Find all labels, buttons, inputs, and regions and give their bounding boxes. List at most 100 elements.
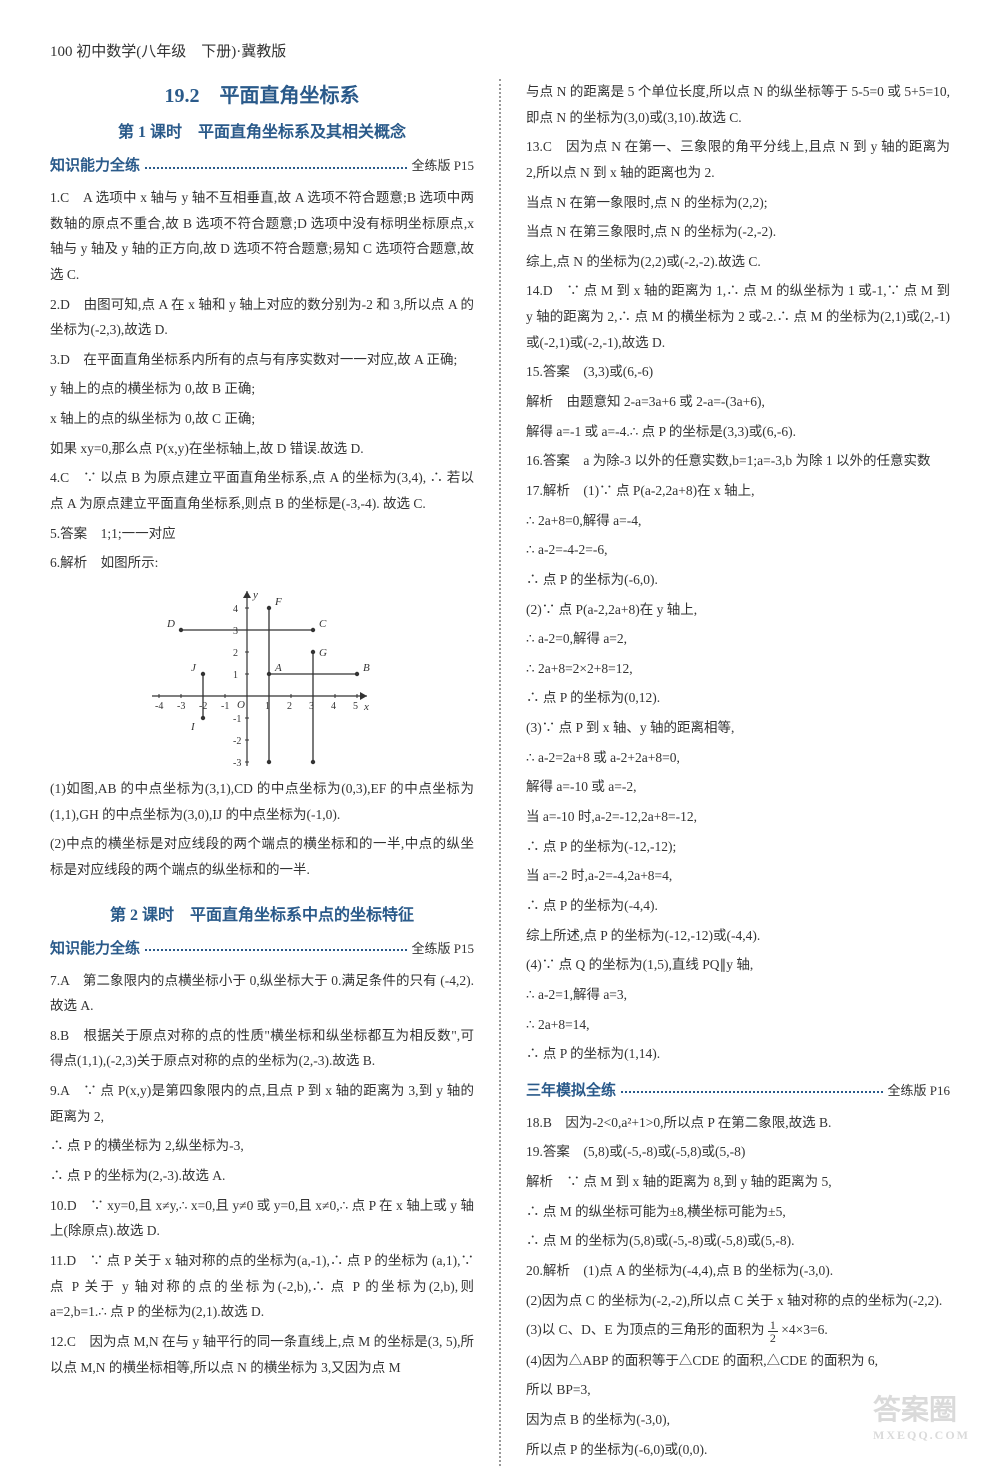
content-columns: 19.2 平面直角坐标系 第 1 课时 平面直角坐标系及其相关概念 知识能力全练… — [50, 79, 950, 1466]
answer-item: 当 a=-2 时,a-2=-4,2a+8=4, — [526, 863, 950, 889]
dots-icon — [621, 1085, 883, 1093]
left-column: 19.2 平面直角坐标系 第 1 课时 平面直角坐标系及其相关概念 知识能力全练… — [50, 79, 474, 1466]
svg-text:I: I — [190, 721, 196, 733]
answer-item: 17.解析 (1)∵ 点 P(a-2,2a+8)在 x 轴上, — [526, 478, 950, 504]
section-title-sub-2: 第 2 课时 平面直角坐标系中点的坐标特征 — [50, 901, 474, 925]
answer-item: ∴ 点 P 的坐标为(0,12). — [526, 685, 950, 711]
answer-item: ∴ a-2=-4-2=-6, — [526, 537, 950, 563]
answer-item: 解得 a=-10 或 a=-2, — [526, 774, 950, 800]
answer-item: 当点 N 在第三象限时,点 N 的坐标为(-2,-2). — [526, 219, 950, 245]
answer-item: ∴ 2a+8=0,解得 a=-4, — [526, 508, 950, 534]
column-divider — [499, 79, 501, 1466]
fraction: 12 — [768, 1319, 778, 1344]
svg-text:D: D — [166, 618, 175, 630]
coordinate-diagram: xyO-4-3-2-112345-3-2-11234ABCDEFGHIJ — [50, 586, 474, 766]
svg-text:-2: -2 — [233, 736, 241, 747]
answer-item: ∴ 点 P 的坐标为(1,14). — [526, 1041, 950, 1067]
answer-item: 4.C ∵ 以点 B 为原点建立平面直角坐标系,点 A 的坐标为(3,4), ∴… — [50, 465, 474, 516]
section-header-ref: 全练版 P15 — [412, 155, 474, 174]
text-span: (3)以 C、D、E 为顶点的三角形的面积为 — [526, 1322, 765, 1337]
answer-item: 解析 ∵ 点 M 到 x 轴的距离为 8,到 y 轴的距离为 5, — [526, 1169, 950, 1195]
answer-item: 18.B 因为-2<0,a²+1>0,所以点 P 在第二象限,故选 B. — [526, 1110, 950, 1136]
watermark-main: 答案圈 — [873, 1395, 957, 1426]
answer-item: ∴ 2a+8=14, — [526, 1012, 950, 1038]
section-title-main: 19.2 平面直角坐标系 — [50, 79, 474, 108]
svg-text:2: 2 — [287, 701, 292, 712]
answer-item: ∴ 点 P 的坐标为(-12,-12); — [526, 834, 950, 860]
right-column: 与点 N 的距离是 5 个单位长度,所以点 N 的纵坐标等于 5-5=0 或 5… — [526, 79, 950, 1466]
svg-text:-1: -1 — [221, 701, 229, 712]
answer-item: ∴ 点 P 的坐标为(2,-3).故选 A. — [50, 1163, 474, 1189]
answer-item: 11.D ∵ 点 P 关于 x 轴对称的点的坐标为(a,-1),∴ 点 P 的坐… — [50, 1248, 474, 1325]
answer-item: (3)∵ 点 P 到 x 轴、y 轴的距离相等, — [526, 715, 950, 741]
svg-text:x: x — [363, 701, 369, 713]
text-span: ×4×3=6. — [781, 1322, 827, 1337]
answer-item: (2)中点的横坐标是对应线段的两个端点的横坐标和的一半,中点的纵坐标是对应线段的… — [50, 831, 474, 882]
answer-item: ∴ 点 P 的坐标为(-6,0). — [526, 567, 950, 593]
section-header-2: 知识能力全练 全练版 P15 — [50, 937, 474, 958]
answer-item: 7.A 第二象限内的点横坐标小于 0,纵坐标大于 0.满足条件的只有 (-4,2… — [50, 968, 474, 1019]
answer-item: 1.C A 选项中 x 轴与 y 轴不互相垂直,故 A 选项不符合题意;B 选项… — [50, 185, 474, 288]
svg-text:-3: -3 — [233, 758, 241, 766]
answer-item: 14.D ∵ 点 M 到 x 轴的距离为 1,∴ 点 M 的纵坐标为 1 或-1… — [526, 278, 950, 355]
section-header-label: 知识能力全练 — [50, 154, 140, 175]
answer-item: 当 a=-10 时,a-2=-12,2a+8=-12, — [526, 804, 950, 830]
svg-text:O: O — [237, 699, 245, 711]
page-header: 100 初中数学(八年级 下册)·冀教版 — [50, 40, 950, 61]
answer-item: 15.答案 (3,3)或(6,-6) — [526, 359, 950, 385]
answer-item: x 轴上的点的纵坐标为 0,故 C 正确; — [50, 406, 474, 432]
answer-item: (2)∵ 点 P(a-2,2a+8)在 y 轴上, — [526, 597, 950, 623]
dots-icon — [145, 943, 407, 951]
answer-item: ∴ a-2=2a+8 或 a-2+2a+8=0, — [526, 745, 950, 771]
answer-item: (3)以 C、D、E 为顶点的三角形的面积为 12 ×4×3=6. — [526, 1317, 950, 1343]
svg-text:A: A — [274, 662, 282, 674]
answer-item: 如果 xy=0,那么点 P(x,y)在坐标轴上,故 D 错误.故选 D. — [50, 436, 474, 462]
answer-item: (2)因为点 C 的坐标为(-2,-2),所以点 C 关于 x 轴对称的点的坐标… — [526, 1288, 950, 1314]
answer-item: 8.B 根据关于原点对称的点的性质"横坐标和纵坐标都互为相反数",可得点(1,1… — [50, 1023, 474, 1074]
svg-text:2: 2 — [233, 648, 238, 659]
answer-item: (1)如图,AB 的中点坐标为(3,1),CD 的中点坐标为(0,3),EF 的… — [50, 776, 474, 827]
svg-text:4: 4 — [233, 604, 238, 615]
section-header-3: 三年模拟全练 全练版 P16 — [526, 1079, 950, 1100]
answer-item: 12.C 因为点 M,N 在与 y 轴平行的同一条直线上,点 M 的坐标是(3,… — [50, 1329, 474, 1380]
section-header-label: 知识能力全练 — [50, 937, 140, 958]
answer-item: y 轴上的点的横坐标为 0,故 B 正确; — [50, 376, 474, 402]
svg-text:C: C — [319, 618, 327, 630]
section-header-label: 三年模拟全练 — [526, 1079, 616, 1100]
answer-item: ∴ 点 P 的坐标为(-4,4). — [526, 893, 950, 919]
answer-item: 2.D 由图可知,点 A 在 x 轴和 y 轴上对应的数分别为-2 和 3,所以… — [50, 292, 474, 343]
answer-item: 9.A ∵ 点 P(x,y)是第四象限内的点,且点 P 到 x 轴的距离为 3,… — [50, 1078, 474, 1129]
answer-item: ∴ a-2=0,解得 a=2, — [526, 626, 950, 652]
coordinate-svg-icon: xyO-4-3-2-112345-3-2-11234ABCDEFGHIJ — [152, 586, 372, 766]
answer-item: 19.答案 (5,8)或(-5,-8)或(-5,8)或(5,-8) — [526, 1139, 950, 1165]
svg-text:y: y — [252, 589, 258, 601]
svg-text:4: 4 — [331, 701, 336, 712]
answer-item: 3.D 在平面直角坐标系内所有的点与有序实数对一一对应,故 A 正确; — [50, 347, 474, 373]
svg-text:H: H — [318, 765, 328, 766]
answer-item: 13.C 因为点 N 在第一、三象限的角平分线上,且点 N 到 y 轴的距离为 … — [526, 134, 950, 185]
svg-text:1: 1 — [233, 670, 238, 681]
answer-item: ∴ 点 P 的横坐标为 2,纵坐标为-3, — [50, 1133, 474, 1159]
answer-item: 与点 N 的距离是 5 个单位长度,所以点 N 的纵坐标等于 5-5=0 或 5… — [526, 79, 950, 130]
svg-text:-4: -4 — [155, 701, 163, 712]
answer-item: 解得 a=-1 或 a=-4.∴ 点 P 的坐标是(3,3)或(6,-6). — [526, 419, 950, 445]
answer-item: ∴ 点 M 的坐标为(5,8)或(-5,-8)或(-5,8)或(5,-8). — [526, 1228, 950, 1254]
answer-item: 解析 由题意知 2-a=3a+6 或 2-a=-(3a+6), — [526, 389, 950, 415]
answer-item: ∴ 点 M 的纵坐标可能为±8,横坐标可能为±5, — [526, 1199, 950, 1225]
answer-item: (4)∵ 点 Q 的坐标为(1,5),直线 PQ∥y 轴, — [526, 952, 950, 978]
svg-text:-3: -3 — [177, 701, 185, 712]
svg-text:E: E — [274, 765, 282, 766]
answer-item: 5.答案 1;1;一一对应 — [50, 521, 474, 547]
svg-text:G: G — [319, 647, 327, 659]
svg-text:3: 3 — [233, 626, 238, 637]
watermark-sub: MXEQQ.COM — [873, 1428, 970, 1443]
section-header-1: 知识能力全练 全练版 P15 — [50, 154, 474, 175]
answer-item: 16.答案 a 为除-3 以外的任意实数,b=1;a=-3,b 为除 1 以外的… — [526, 448, 950, 474]
answer-item: 20.解析 (1)点 A 的坐标为(-4,4),点 B 的坐标为(-3,0). — [526, 1258, 950, 1284]
answer-item: 综上,点 N 的坐标为(2,2)或(-2,-2).故选 C. — [526, 249, 950, 275]
svg-text:5: 5 — [353, 701, 358, 712]
svg-text:-1: -1 — [233, 714, 241, 725]
answer-item: ∴ a-2=1,解得 a=3, — [526, 982, 950, 1008]
answer-item: 6.解析 如图所示: — [50, 550, 474, 576]
svg-text:B: B — [363, 662, 370, 674]
